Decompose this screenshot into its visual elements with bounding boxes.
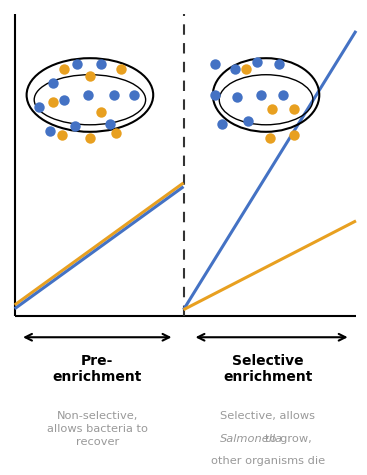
Text: Pre-
enrichment: Pre- enrichment bbox=[52, 354, 142, 384]
Text: other organisms die: other organisms die bbox=[211, 456, 325, 466]
Text: Non-selective,
allows bacteria to
recover: Non-selective, allows bacteria to recove… bbox=[47, 411, 148, 447]
Text: Salmonella: Salmonella bbox=[220, 434, 283, 444]
Text: Selective, allows: Selective, allows bbox=[221, 411, 315, 421]
Text: to grow,: to grow, bbox=[265, 434, 312, 444]
Text: Selective
enrichment: Selective enrichment bbox=[223, 354, 313, 384]
